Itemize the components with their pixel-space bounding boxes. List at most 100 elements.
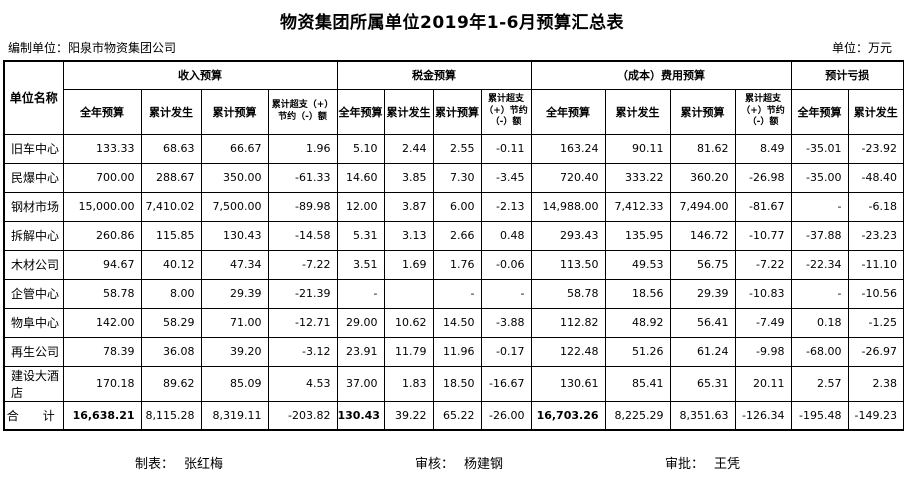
value-cell: 1.83	[383, 365, 434, 402]
value-cell: -3.88	[480, 307, 532, 338]
value-cell: 3.13	[383, 220, 434, 251]
value-cell: -23.23	[847, 220, 904, 251]
value-cell: 350.00	[200, 162, 269, 193]
value-cell: 260.86	[62, 220, 142, 251]
table-row: 再生公司 78.39 36.08 39.20 -3.12 23.91 11.79 11.96-…	[3, 336, 904, 367]
value-cell: 23.91	[336, 336, 385, 367]
value-cell: 2.38	[847, 365, 904, 402]
unit-name-cell: 拆解中心	[3, 220, 64, 251]
signature-reviewer: 审核： 杨建钢	[415, 453, 503, 472]
value-cell: 15,000.00	[62, 191, 142, 222]
signature-label: 审核：	[415, 457, 455, 472]
value-cell: 14.50	[432, 307, 482, 338]
value-cell: 66.67	[200, 133, 269, 164]
table-row: 物阜中心 142.00 58.29 71.00 -12.71 29.00 10.62 14.5…	[3, 307, 904, 338]
value-cell: 720.40	[530, 162, 606, 193]
value-cell: 4.53	[267, 365, 338, 402]
value-cell: -0.17	[480, 336, 532, 367]
value-cell: 3.87	[383, 191, 434, 222]
value-cell: 37.00	[336, 365, 385, 402]
value-cell: 29.39	[200, 278, 269, 309]
value-cell: -16.67	[480, 365, 532, 402]
value-cell: -6.18	[847, 191, 904, 222]
value-cell: 122.48	[530, 336, 606, 367]
value-cell: 130.61	[530, 365, 606, 402]
value-cell: -48.40	[847, 162, 904, 193]
value-cell: -3.12	[267, 336, 338, 367]
value-cell: 8,319.11	[200, 400, 269, 431]
value-cell: -	[790, 278, 849, 309]
value-cell: 16,703.26	[530, 400, 606, 431]
value-cell: 39.20	[200, 336, 269, 367]
value-cell: 1.96	[267, 133, 338, 164]
value-cell: 49.53	[604, 249, 671, 280]
col-header: 累计发生	[140, 88, 202, 135]
value-cell: -	[336, 278, 385, 309]
signature-value: 杨建钢	[464, 457, 504, 472]
value-cell: -	[790, 191, 849, 222]
value-cell: 135.95	[604, 220, 671, 251]
table-row: 拆解中心 260.86 115.85 130.43 -14.58 5.31 3.13 2.66…	[3, 220, 904, 251]
col-header: 全年预算	[336, 88, 385, 135]
value-cell: -0.11	[480, 133, 532, 164]
value-cell: -2.13	[480, 191, 532, 222]
value-cell: 29.00	[336, 307, 385, 338]
value-cell: -14.58	[267, 220, 338, 251]
value-cell: -21.39	[267, 278, 338, 309]
value-cell: 7,494.00	[669, 191, 736, 222]
value-cell: -68.00	[790, 336, 849, 367]
value-cell: 65.22	[432, 400, 482, 431]
value-cell: 7.30	[432, 162, 482, 193]
unit-name-cell: 钢材市场	[3, 191, 64, 222]
value-cell: 5.10	[336, 133, 385, 164]
value-cell: 51.26	[604, 336, 671, 367]
signature-label: 审批：	[665, 457, 705, 472]
value-cell: -3.45	[480, 162, 532, 193]
budget-table: 单位名称 收入预算 税金预算 （成本）费用预算 预计亏损 全年预算 累计发生 累…	[3, 60, 904, 431]
value-cell: 89.62	[140, 365, 202, 402]
table-body: 旧车中心 133.33 68.63 66.67 1.96 5.10 2.44 2.55 -0.1…	[3, 133, 904, 431]
unit-name-cell: 再生公司	[3, 336, 64, 367]
corner-header-unit-name: 单位名称	[3, 60, 64, 135]
value-cell: 39.22	[383, 400, 434, 431]
value-cell: 113.50	[530, 249, 606, 280]
sub-header-row: 全年预算 累计发生 累计预算 累计超支（+）节约（-）额 全年预算 累计发生 累…	[4, 88, 904, 135]
value-cell: 20.11	[734, 365, 792, 402]
value-cell: -7.22	[734, 249, 792, 280]
value-cell: -89.98	[267, 191, 338, 222]
group-header-estimated-loss: 预计亏损	[790, 60, 904, 90]
value-cell: 360.20	[669, 162, 736, 193]
value-cell: 71.00	[200, 307, 269, 338]
value-cell: 700.00	[62, 162, 142, 193]
signature-preparer: 制表： 张红梅	[135, 453, 223, 472]
value-cell: -26.98	[734, 162, 792, 193]
value-cell: -22.34	[790, 249, 849, 280]
value-cell: 7,410.02	[140, 191, 202, 222]
total-row: 合 计 16,638.21 8,115.28 8,319.11 -203.82 130.4…	[3, 400, 904, 431]
value-cell: -12.71	[267, 307, 338, 338]
value-cell: -10.77	[734, 220, 792, 251]
group-header-tax: 税金预算	[336, 60, 532, 90]
unit-name-cell: 建设大酒店	[3, 365, 64, 402]
unit-name-cell: 木材公司	[3, 249, 64, 280]
value-cell: 288.67	[140, 162, 202, 193]
signature-approver: 审批： 王凭	[665, 453, 740, 472]
value-cell: -35.00	[790, 162, 849, 193]
page-title: 物资集团所属单位2019年1-6月预算汇总表	[279, 13, 625, 33]
value-cell: 29.39	[669, 278, 736, 309]
value-cell: -11.10	[847, 249, 904, 280]
value-cell: 2.44	[383, 133, 434, 164]
value-cell: 130.43	[200, 220, 269, 251]
value-cell: 146.72	[669, 220, 736, 251]
table-row: 建设大酒店 170.18 89.62 85.09 4.53 37.00 1.83 18.50-…	[3, 365, 904, 402]
value-cell: 14,988.00	[530, 191, 606, 222]
col-header: 全年预算	[62, 88, 142, 135]
table-row: 木材公司 94.67 40.12 47.34 -7.22 3.51 1.69 1.76 -0.0…	[3, 249, 904, 280]
value-cell: 6.00	[432, 191, 482, 222]
value-cell: 115.85	[140, 220, 202, 251]
value-cell: 58.78	[62, 278, 142, 309]
value-cell: 133.33	[62, 133, 142, 164]
unit-name-cell: 物阜中心	[3, 307, 64, 338]
value-cell: 163.24	[530, 133, 606, 164]
value-cell: -126.34	[734, 400, 792, 431]
